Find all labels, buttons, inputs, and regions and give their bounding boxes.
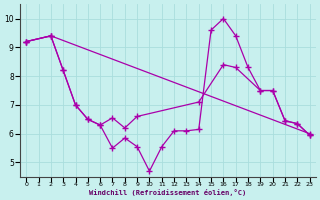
X-axis label: Windchill (Refroidissement éolien,°C): Windchill (Refroidissement éolien,°C) [89, 189, 247, 196]
